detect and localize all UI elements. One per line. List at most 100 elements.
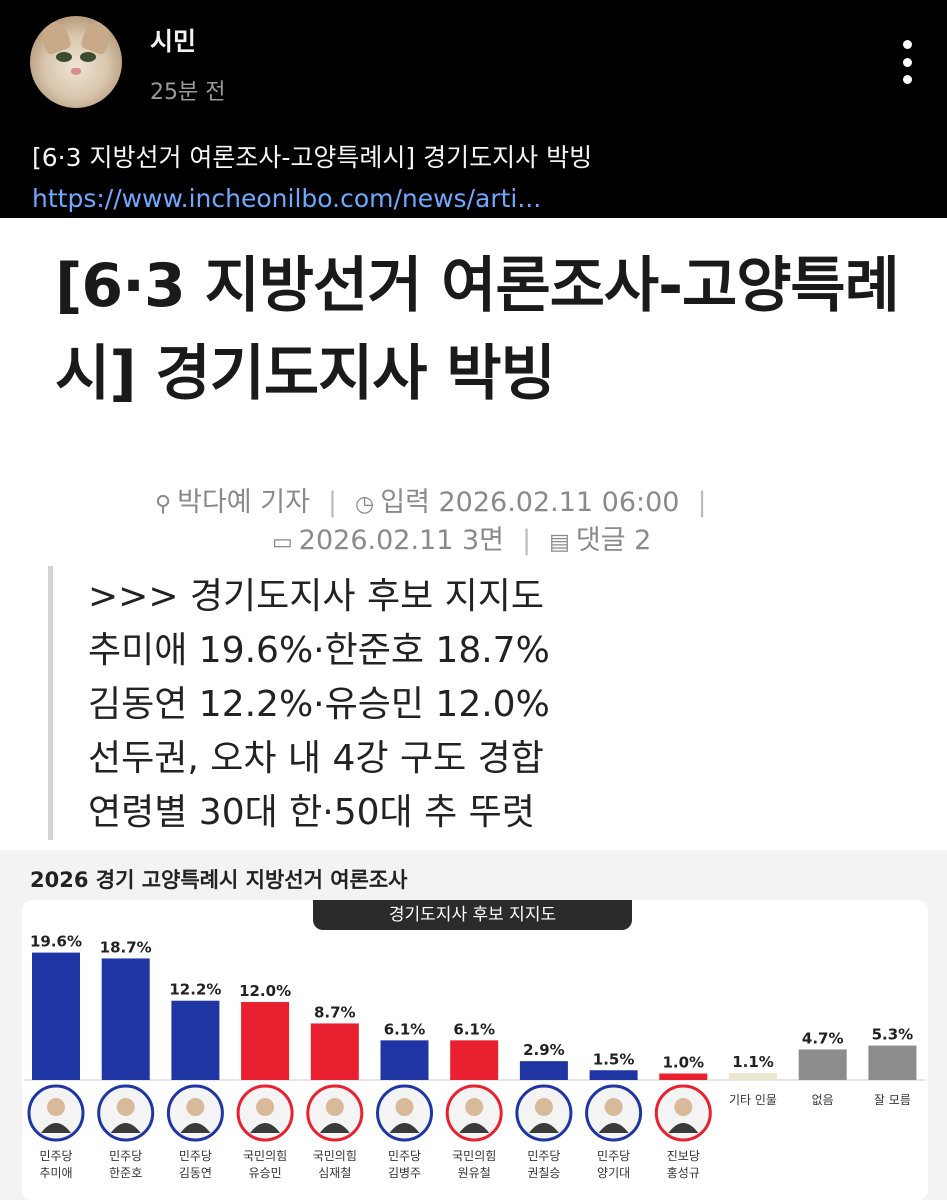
- chart-section: 2026 경기 고양특례시 지방선거 여론조사 경기도지사 후보 지지도: [0, 850, 947, 1200]
- candidate-face-icon: [395, 1098, 414, 1116]
- candidate-name-label: 김동연: [179, 1166, 212, 1180]
- post-title: [6·3 지방선거 여론조사-고양특례시] 경기도지사 박빙: [32, 143, 593, 172]
- cat-eye-left: [56, 52, 72, 62]
- article-image: [6·3 지방선거 여론조사-고양특례시] 경기도지사 박빙 ⚲ 박다예 기자 | ◷…: [0, 218, 947, 850]
- bar-value-label: 18.7%: [100, 938, 152, 956]
- bar-value-label: 1.1%: [732, 1053, 774, 1071]
- bar-원유철: [450, 1040, 499, 1080]
- comment-icon: ▤: [549, 530, 570, 555]
- category-label: 잘 모름: [874, 1093, 911, 1107]
- bar-value-label: 1.5%: [593, 1050, 635, 1068]
- article-meta-row: ⚲ 박다예 기자 | ◷ 입력 2026.02.11 06:00 |: [155, 480, 725, 519]
- candidate-face-icon: [325, 1098, 344, 1116]
- chart-heading: 2026 경기 고양특례시 지방선거 여론조사: [30, 868, 408, 892]
- bar-value-label: 1.0%: [662, 1054, 704, 1072]
- cat-eye-right: [80, 52, 96, 62]
- chart-subtitle: 경기도지사 후보 지지도: [313, 900, 632, 930]
- party-label: 민주당: [179, 1149, 212, 1163]
- bar-value-label: 19.6%: [30, 933, 82, 951]
- quote-bar: [48, 566, 53, 840]
- divider: |: [327, 487, 338, 518]
- more-options-button[interactable]: [896, 40, 918, 84]
- party-label: 민주당: [597, 1149, 630, 1163]
- divider: |: [697, 487, 707, 518]
- summary-line: 김동연 12.2%·유승민 12.0%: [88, 684, 550, 725]
- candidate-suit-icon: [459, 1123, 490, 1133]
- candidate-face-icon: [465, 1098, 484, 1116]
- candidate-face-icon: [256, 1098, 275, 1116]
- candidate-name-label: 심재철: [318, 1166, 351, 1180]
- candidate-suit-icon: [528, 1123, 559, 1133]
- bar-value-label: 4.7%: [802, 1029, 844, 1047]
- post-header: 시민 25분 전 [6·3 지방선거 여론조사-고양특례시] 경기도지사 박빙 …: [0, 0, 947, 218]
- divider: |: [522, 525, 532, 556]
- bar-기타 인물: [729, 1072, 777, 1080]
- article-link[interactable]: https://www.incheonilbo.com/news/arti...: [32, 184, 542, 213]
- cat-nose: [71, 68, 81, 75]
- category-label: 없음: [812, 1093, 834, 1107]
- candidate-suit-icon: [319, 1123, 350, 1133]
- candidate-suit-icon: [110, 1123, 141, 1133]
- cat-ear-right: [79, 18, 115, 56]
- bar-홍성규: [659, 1073, 708, 1080]
- candidate-face-icon: [47, 1098, 65, 1116]
- candidate-face-icon: [604, 1098, 623, 1116]
- summary-line: 연령별 30대 한·50대 추 뚜렷: [88, 792, 535, 833]
- article-title: [6·3 지방선거 여론조사-고양특례시] 경기도지사 박빙: [55, 251, 900, 409]
- avatar[interactable]: [30, 16, 122, 108]
- bar-없음: [798, 1049, 847, 1080]
- print-date: 2026.02.11 3면: [298, 525, 504, 556]
- candidate-face-icon: [116, 1098, 135, 1116]
- candidate-face-icon: [186, 1098, 205, 1116]
- more-dot-icon: [902, 75, 912, 84]
- input-date: 입력 2026.02.11 06:00: [380, 487, 680, 518]
- bar-value-label: 6.1%: [453, 1020, 495, 1038]
- candidate-suit-icon: [598, 1123, 629, 1133]
- party-label: 민주당: [527, 1149, 560, 1163]
- bar-권칠승: [519, 1061, 568, 1080]
- party-label: 국민의힘: [243, 1149, 287, 1163]
- candidate-face-icon: [674, 1098, 693, 1116]
- candidate-name-label: 권칠승: [527, 1166, 560, 1180]
- party-label: 국민의힘: [313, 1149, 357, 1163]
- candidate-name-label: 한준호: [109, 1166, 142, 1180]
- more-dot-icon: [902, 40, 912, 49]
- summary-line: 추미애 19.6%·한준호 18.7%: [88, 630, 550, 671]
- bar-한준호: [101, 958, 150, 1080]
- person-icon: ⚲: [155, 492, 172, 517]
- cat-ear-left: [37, 18, 73, 56]
- category-label: 기타 인물: [729, 1093, 777, 1107]
- post-time: 25분 전: [150, 80, 226, 105]
- bar-추미애: [32, 952, 80, 1080]
- newspaper-icon: ▭: [272, 530, 293, 555]
- candidate-suit-icon: [180, 1123, 211, 1133]
- bar-value-label: 2.9%: [523, 1041, 565, 1059]
- bar-심재철: [310, 1023, 359, 1080]
- comment-count[interactable]: 댓글 2: [575, 525, 652, 556]
- bar-김동연: [171, 1000, 220, 1080]
- bar-양기대: [589, 1070, 638, 1080]
- more-dot-icon: [902, 57, 912, 67]
- party-label: 민주당: [109, 1149, 142, 1163]
- article-summary: >>> 경기도지사 후보 지지도 추미애 19.6%·한준호 18.7% 김동연…: [88, 570, 550, 840]
- clock-icon: ◷: [355, 492, 375, 517]
- bar-value-label: 8.7%: [314, 1003, 356, 1021]
- candidate-name-label: 추미애: [39, 1166, 72, 1180]
- candidate-name-label: 김병주: [388, 1166, 421, 1180]
- party-label: 민주당: [39, 1149, 72, 1163]
- username[interactable]: 시민: [150, 27, 197, 56]
- party-label: 진보당: [667, 1149, 700, 1163]
- candidate-name-label: 양기대: [597, 1166, 630, 1180]
- bar-value-label: 6.1%: [384, 1020, 426, 1038]
- candidate-suit-icon: [668, 1123, 699, 1133]
- bar-김병주: [380, 1040, 429, 1080]
- article-meta-row-2: ▭ 2026.02.11 3면 | ▤ 댓글 2: [272, 518, 651, 557]
- summary-line: 선두권, 오차 내 4강 구도 경합: [88, 738, 544, 779]
- candidate-name-label: 원유철: [458, 1166, 491, 1180]
- bar-잘 모름: [868, 1045, 917, 1080]
- bar-value-label: 12.0%: [239, 982, 291, 1000]
- byline: 박다예 기자: [177, 487, 310, 518]
- summary-line: >>> 경기도지사 후보 지지도: [88, 576, 545, 617]
- bar-유승민: [241, 1002, 290, 1080]
